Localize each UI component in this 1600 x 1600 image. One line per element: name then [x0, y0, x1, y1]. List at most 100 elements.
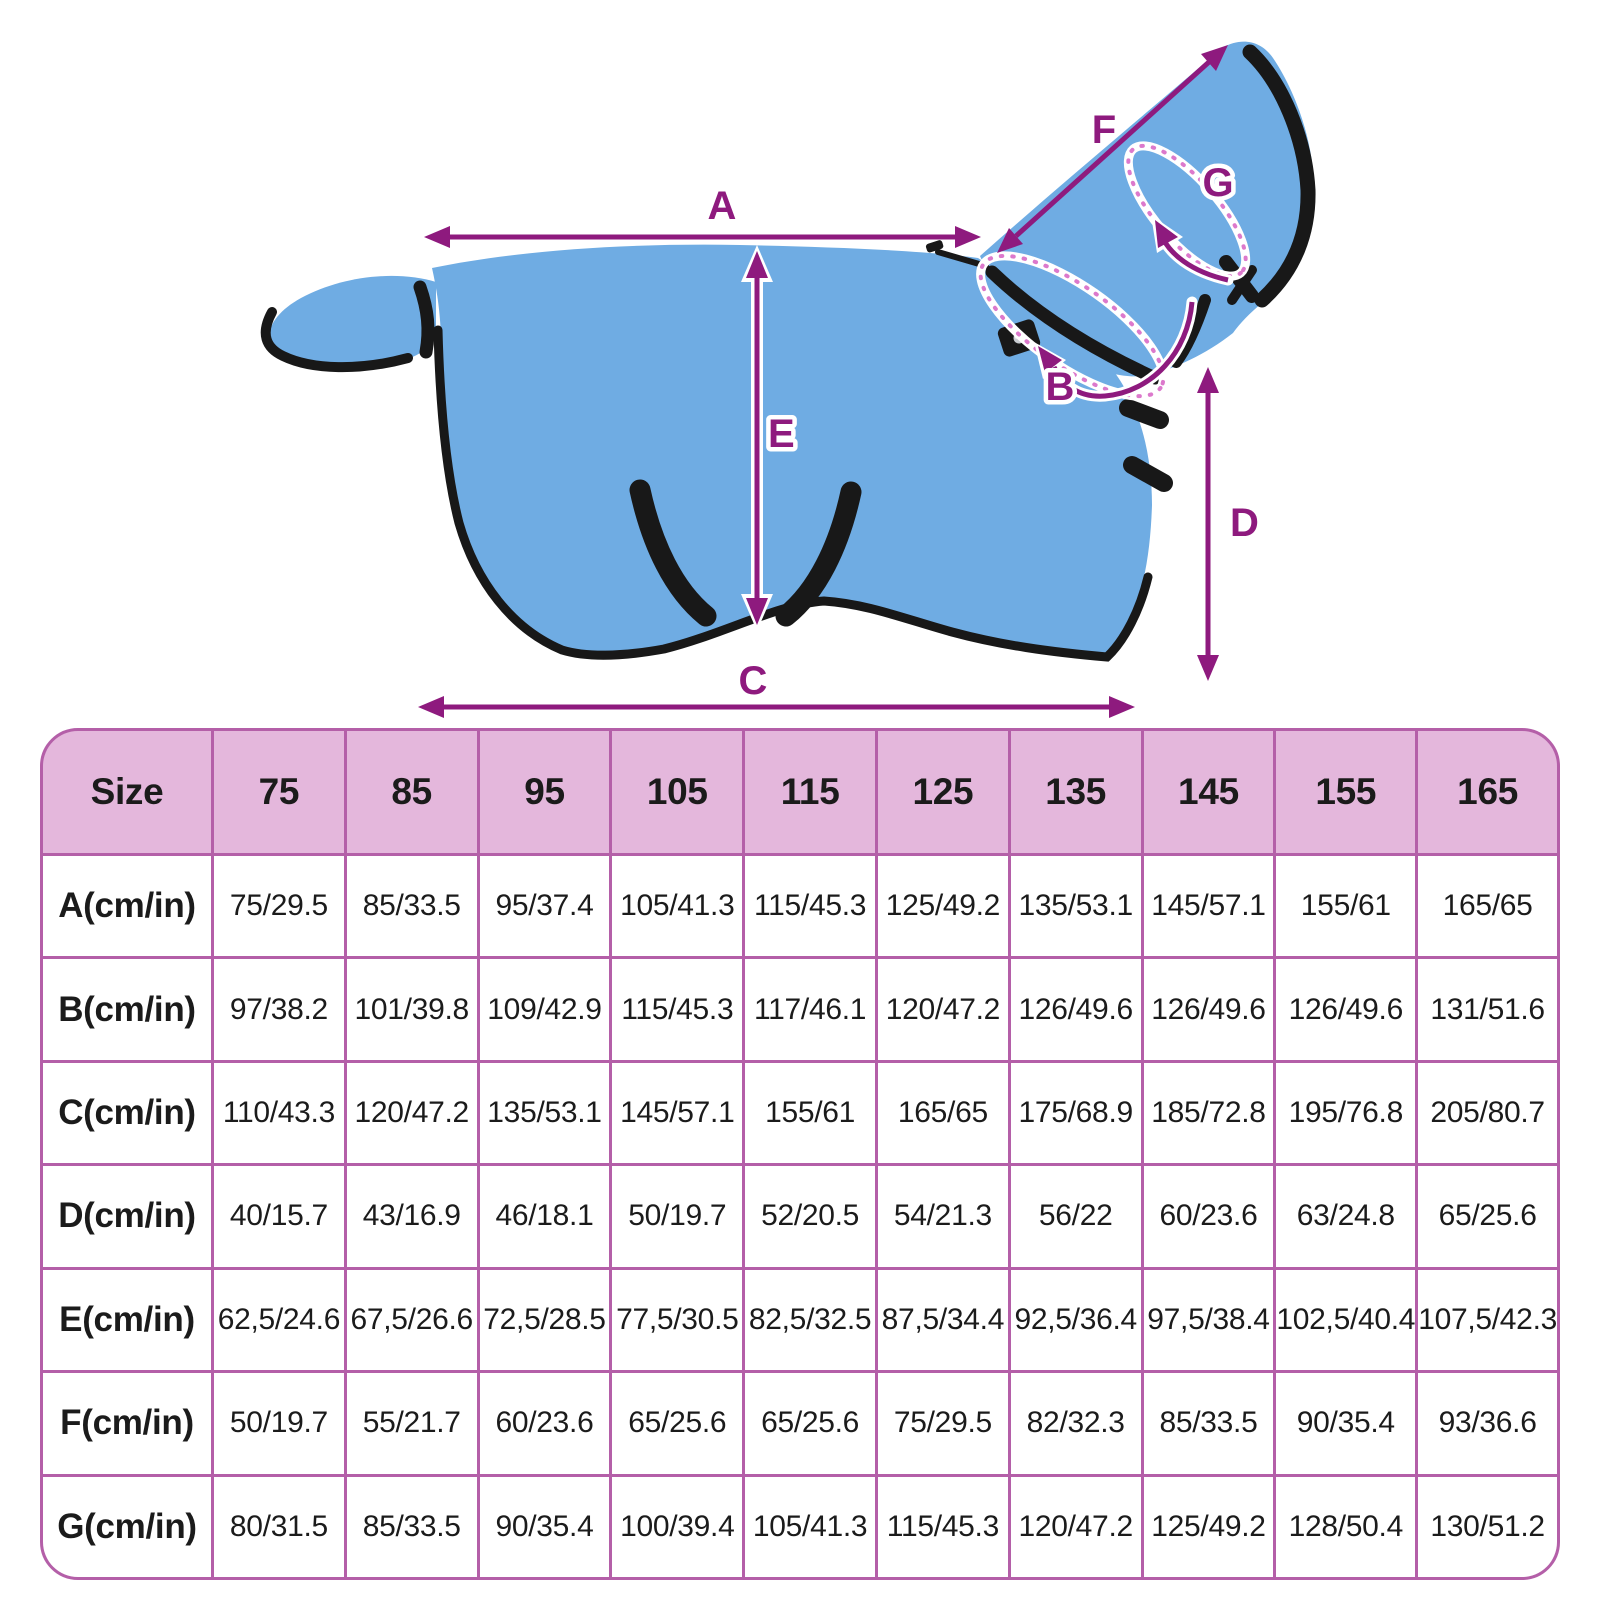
header-cell: 165: [1418, 731, 1557, 853]
size-cell: 90/35.4: [1276, 1373, 1416, 1474]
row-label: B(cm/in): [43, 959, 211, 1060]
blanket-diagram: A B C D E F G: [260, 41, 1316, 718]
hood-tie-end: [1170, 294, 1211, 368]
tail-flap-trim: [260, 307, 413, 373]
header-cell: 155: [1276, 731, 1416, 853]
row-label: E(cm/in): [43, 1269, 211, 1371]
header-cell: 75: [214, 731, 344, 853]
size-cell: 145/57.1: [1143, 856, 1274, 957]
measure-arrow-g: [1151, 215, 1234, 286]
size-cell: 100/39.4: [612, 1476, 743, 1577]
size-cell: 155/61: [745, 1062, 875, 1164]
size-cell: 105/41.3: [612, 856, 743, 957]
tail-flap: [269, 275, 436, 369]
size-cell: 75/29.5: [877, 1373, 1008, 1474]
measure-arrow-f: [997, 45, 1228, 253]
size-cell: 82,5/32.5: [745, 1269, 875, 1371]
header-cell: 95: [479, 731, 610, 853]
header-cell: 145: [1143, 731, 1274, 853]
size-cell: 85/33.5: [346, 856, 477, 957]
size-cell: 52/20.5: [745, 1166, 875, 1267]
size-cell: 107,5/42.3: [1418, 1269, 1557, 1371]
measure-label-a: A: [708, 184, 737, 228]
size-cell: 130/51.2: [1418, 1476, 1557, 1577]
size-cell: 145/57.1: [612, 1062, 743, 1164]
size-cell: 60/23.6: [1143, 1166, 1274, 1267]
size-cell: 40/15.7: [214, 1166, 344, 1267]
measure-arrow-a: [424, 226, 981, 248]
blanket-body: [432, 244, 1152, 657]
size-cell: 62,5/24.6: [214, 1269, 344, 1371]
hood-trim: [1242, 44, 1316, 308]
size-cell: 97,5/38.4: [1143, 1269, 1274, 1371]
header-cell: 105: [612, 731, 743, 853]
size-cell: 120/47.2: [877, 959, 1008, 1060]
size-cell: 75/29.5: [214, 856, 344, 957]
size-cell: 92,5/36.4: [1010, 1269, 1141, 1371]
size-cell: 205/80.7: [1418, 1062, 1557, 1164]
size-cell: 77,5/30.5: [612, 1269, 743, 1371]
header-cell: 125: [877, 731, 1008, 853]
size-cell: 65/25.6: [745, 1373, 875, 1474]
size-cell: 43/16.9: [346, 1166, 477, 1267]
size-cell: 50/19.7: [214, 1373, 344, 1474]
size-cell: 135/53.1: [1010, 856, 1141, 957]
size-cell: 185/72.8: [1143, 1062, 1274, 1164]
measure-label-g: G: [1202, 161, 1233, 205]
size-cell: 115/45.3: [877, 1476, 1008, 1577]
chest-buckle-bottom: [1123, 456, 1173, 492]
size-cell: 55/21.7: [346, 1373, 477, 1474]
row-label: G(cm/in): [43, 1476, 211, 1577]
size-cell: 165/65: [877, 1062, 1008, 1164]
size-cell: 109/42.9: [479, 959, 610, 1060]
size-cell: 110/43.3: [214, 1062, 344, 1164]
measure-label-d: D: [1230, 501, 1259, 545]
size-cell: 97/38.2: [214, 959, 344, 1060]
size-cell: 65/25.6: [612, 1373, 743, 1474]
size-cell: 165/65: [1418, 856, 1557, 957]
header-cell: 115: [745, 731, 875, 853]
size-cell: 131/51.6: [1418, 959, 1557, 1060]
zipper-pull: [925, 240, 944, 253]
size-cell: 90/35.4: [479, 1476, 610, 1577]
size-cell: 85/33.5: [346, 1476, 477, 1577]
header-cell: 85: [346, 731, 477, 853]
size-cell: 128/50.4: [1276, 1476, 1416, 1577]
row-label: D(cm/in): [43, 1166, 211, 1267]
size-cell: 56/22: [1010, 1166, 1141, 1267]
size-cell: 95/37.4: [479, 856, 610, 957]
tail-strap: [413, 280, 435, 359]
size-cell: 120/47.2: [1010, 1476, 1141, 1577]
size-cell: 135/53.1: [479, 1062, 610, 1164]
size-cell: 72,5/28.5: [479, 1269, 610, 1371]
size-table: Size 75 85 95 105 115 125 135 145 155 165 A(cm/in) 7…: [40, 728, 1560, 1580]
size-cell: 102,5/40.4: [1276, 1269, 1415, 1371]
measure-label-b: B: [1046, 365, 1075, 409]
row-label: A(cm/in): [43, 856, 211, 957]
row-label: C(cm/in): [43, 1062, 211, 1164]
measure-arrow-c: [418, 696, 1135, 718]
size-cell: 67,5/26.6: [346, 1269, 477, 1371]
size-cell: 87,5/34.4: [877, 1269, 1008, 1371]
measure-arrow-d: [1197, 367, 1219, 681]
measure-arrow-e: [741, 245, 773, 631]
size-cell: 115/45.3: [612, 959, 743, 1060]
belly-strap-right: [775, 481, 862, 627]
size-cell: 85/33.5: [1143, 1373, 1274, 1474]
row-label: F(cm/in): [43, 1373, 211, 1474]
size-cell: 125/49.2: [1143, 1476, 1274, 1577]
measure-arrow-b: [1034, 296, 1198, 402]
size-cell: 120/47.2: [346, 1062, 477, 1164]
measure-label-c: C: [739, 659, 768, 703]
size-cell: 60/23.6: [479, 1373, 610, 1474]
blanket-edge-trim: [433, 325, 1153, 662]
size-cell: 126/49.6: [1010, 959, 1141, 1060]
size-cell: 155/61: [1276, 856, 1416, 957]
size-cell: 195/76.8: [1276, 1062, 1416, 1164]
neck-collar-band: [985, 265, 1162, 385]
header-cell: 135: [1010, 731, 1141, 853]
size-cell: 46/18.1: [479, 1166, 610, 1267]
size-cell: 82/32.3: [1010, 1373, 1141, 1474]
size-cell: 65/25.6: [1418, 1166, 1557, 1267]
size-cell: 105/41.3: [745, 1476, 875, 1577]
